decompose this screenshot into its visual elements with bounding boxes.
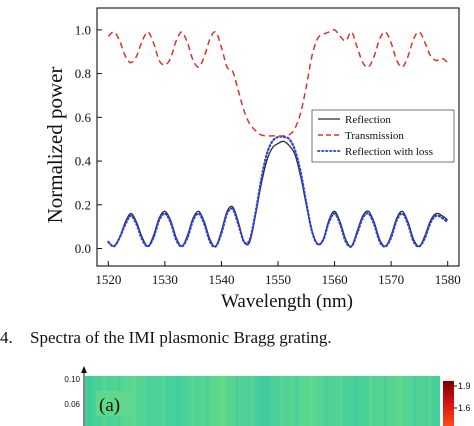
heatmap-stripe — [354, 376, 358, 426]
heatmap-stripe — [310, 376, 313, 426]
heatmap-stripe — [206, 376, 210, 426]
figure-number: 4. — [0, 328, 13, 347]
y-tick-label: 0.4 — [75, 154, 92, 169]
x-axis-title: Wavelength (nm) — [221, 291, 353, 312]
heatmap-stripe — [384, 376, 387, 426]
caption-text: Spectra of the IMI plasmonic Bragg grati… — [30, 328, 332, 347]
y-tick-label: 0.2 — [75, 197, 91, 212]
series-layer — [107, 28, 449, 248]
heatmap-stripe — [428, 376, 432, 426]
heatmap-stripe — [413, 376, 417, 426]
x-tick-label: 1520 — [95, 272, 121, 287]
heatmap-field — [85, 376, 440, 426]
figure-caption: 4. Spectra of the IMI plasmonic Bragg gr… — [0, 328, 474, 352]
y-tick-label: 0.8 — [75, 66, 91, 81]
x-tick-label: 1580 — [435, 272, 461, 287]
x-tick-label: 1570 — [378, 272, 404, 287]
heatmap-panel-a: 0.10 0.06 (a) 1.9 1.6 — [64, 366, 471, 426]
series-reflection-with-loss — [107, 135, 449, 248]
heatmap-stripe — [176, 376, 180, 426]
x-tick-label: 1530 — [152, 272, 178, 287]
heatmap-stripe — [369, 376, 373, 426]
y-tick-label: 0.0 — [75, 241, 91, 256]
heatmap-stripe — [162, 376, 165, 426]
heatmap-stripe — [236, 376, 239, 426]
colorbar-label-0: 1.9 — [458, 381, 471, 391]
heatmap-stripe — [147, 376, 151, 426]
heatmap-ytick-0: 0.10 — [64, 375, 80, 384]
heatmap-stripe — [265, 376, 269, 426]
legend-label-reflection: Reflection — [345, 114, 391, 126]
x-tick-label: 1550 — [265, 272, 291, 287]
heatmap-y-axis-arrow — [81, 366, 87, 373]
heatmap-stripe — [295, 376, 299, 426]
heatmap-stripe — [324, 376, 328, 426]
heatmap-stripe — [250, 376, 254, 426]
x-tick-label: 1540 — [208, 272, 234, 287]
x-axis-ticks: 1520 1530 1540 1550 1560 1570 1580 — [95, 261, 461, 287]
colorbar-label-1: 1.6 — [458, 403, 471, 413]
panel-label: (a) — [99, 395, 120, 416]
line-chart: 0.00.20.40.60.81.0 1520 1530 1540 1550 1560 1… — [43, 7, 461, 312]
series-transmission — [107, 28, 449, 137]
legend-label-transmission: Transmission — [345, 130, 404, 142]
heatmap-stripe — [191, 376, 195, 426]
heatmap-ytick-1: 0.06 — [64, 400, 80, 409]
legend-label-reflection-with-loss: Reflection with loss — [345, 146, 433, 158]
heatmap-stripe — [221, 376, 225, 426]
heatmap-stripe — [88, 376, 91, 426]
heatmap-stripe — [339, 376, 343, 426]
figure: 0.00.20.40.60.81.0 1520 1530 1540 1550 1560 1… — [43, 7, 461, 312]
y-axis-ticks: 0.0 0.2 0.4 0.6 0.8 1.0 — [75, 22, 102, 256]
legend: Reflection Transmission Reflection with … — [311, 109, 455, 163]
heatmap-stripe — [280, 376, 284, 426]
x-tick-label: 1560 — [322, 272, 348, 287]
y-tick-label: 0.6 — [75, 110, 92, 125]
y-tick-label: 1.0 — [75, 22, 91, 37]
colorbar — [443, 381, 454, 426]
heatmap-stripe — [398, 376, 402, 426]
panel-label-box — [96, 391, 136, 416]
y-axis-title: Normalized power — [43, 67, 67, 224]
